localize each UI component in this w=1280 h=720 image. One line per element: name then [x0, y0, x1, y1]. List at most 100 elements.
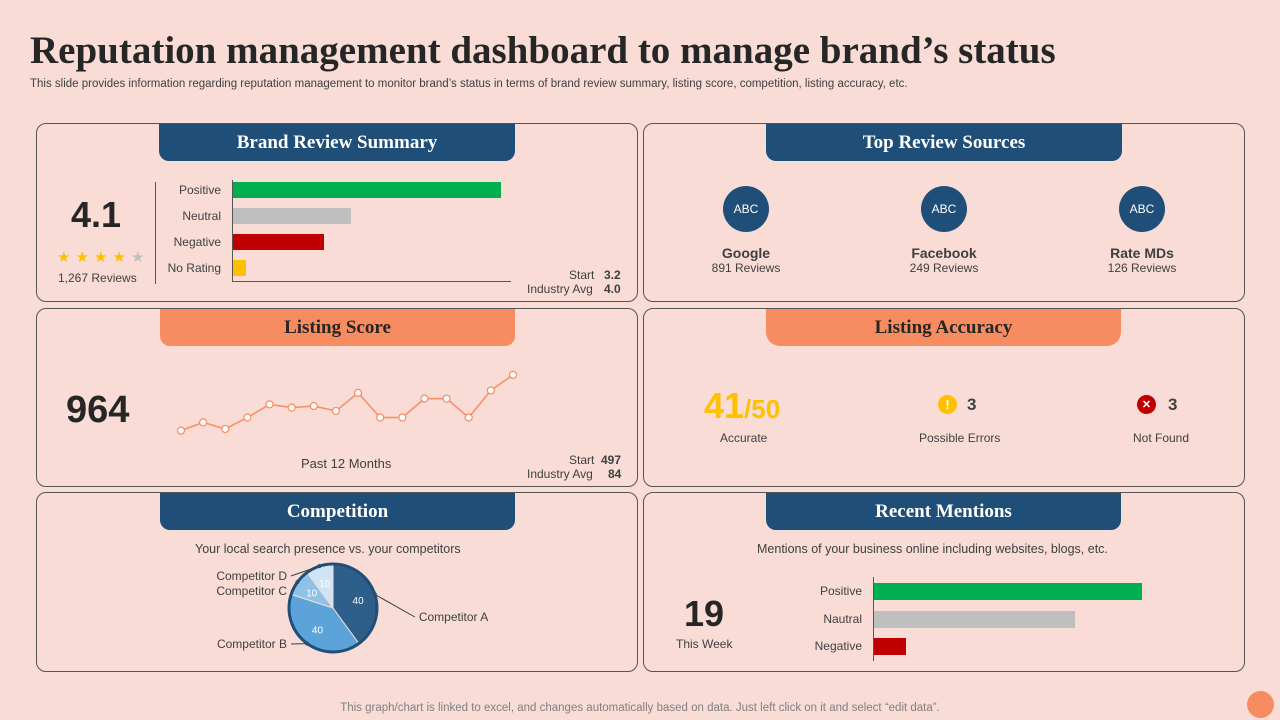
notfound-label: Not Found [1133, 431, 1190, 445]
listing-accuracy-header: Listing Accuracy [766, 309, 1121, 346]
accurate-score: 41/50 [704, 385, 780, 427]
recent-mentions-subtitle: Mentions of your business online includi… [757, 542, 1108, 556]
listing-score-start-value: 497 [601, 453, 622, 467]
listing-score-period: Past 12 Months [301, 456, 392, 471]
score-point [176, 426, 186, 435]
bar-label: Negative [173, 235, 221, 249]
bar-label: Positive [819, 584, 862, 598]
mentions-count: 19 [684, 593, 725, 634]
score-point [265, 400, 274, 409]
pie-leader-dot [295, 580, 300, 585]
google-name: Google [721, 245, 771, 261]
competition-header: Competition [160, 493, 515, 530]
brand-review-header: Brand Review Summary [159, 124, 515, 161]
facebook-logo: ABC [921, 186, 967, 232]
star-icon: ★ [75, 249, 89, 266]
listing-score-industry-label: Industry Avg [527, 467, 593, 481]
competition-subtitle: Your local search presence vs. your comp… [195, 542, 461, 556]
facebook-reviews: 249 Reviews [909, 261, 979, 275]
score-point [376, 413, 385, 422]
brand-review-industry-value: 4.0 [604, 282, 621, 296]
google-logo: ABC [723, 186, 769, 232]
listing-score-start-label: Start [569, 453, 595, 467]
accurate-label: Accurate [720, 431, 768, 445]
score-point [353, 388, 363, 397]
brand-review-industry-label: Industry Avg [527, 282, 593, 296]
mentions-count-label: This Week [676, 637, 733, 651]
pie-leader-dot [372, 592, 377, 597]
star-icon: ★ [57, 249, 71, 266]
recent-mentions-header: Recent Mentions [766, 493, 1121, 530]
bar-label: Negative [814, 639, 862, 653]
facebook-name: Facebook [911, 245, 977, 261]
pie-value-label: 10 [306, 588, 318, 599]
notfound-value: 3 [1168, 395, 1178, 414]
bar [233, 260, 247, 276]
pie-value-label: 40 [353, 596, 365, 607]
bar [874, 583, 1142, 600]
brand-review-axis-x [233, 281, 511, 282]
listing-score-header: Listing Score [160, 309, 515, 346]
page-title: Reputation management dashboard to manag… [30, 29, 1056, 72]
listing-score-panel: Listing Score 964 Past 12 Months Start 4… [36, 308, 638, 487]
brand-review-start-label: Start [569, 268, 595, 282]
mentions-axis-y [873, 577, 874, 661]
bar [233, 208, 351, 224]
bar-label: Positive [178, 183, 221, 197]
errors-value: 3 [967, 395, 977, 414]
score-point [221, 424, 230, 434]
score-series-line [180, 374, 514, 432]
pie-category-label: Competitor A [419, 610, 488, 624]
star-icon: ★ [131, 249, 145, 266]
pie-value-label: 10 [319, 579, 331, 590]
top-sources-panel: Top Review Sources ABC Google 891 Review… [643, 123, 1245, 302]
score-point [243, 413, 252, 422]
pie-leader-dot [317, 564, 322, 569]
pie-leader-line [290, 565, 320, 577]
pie-leader-dot [305, 641, 310, 646]
score-point [309, 401, 318, 411]
ratemds-name: Rate MDs [1110, 245, 1174, 261]
brand-review-axis-y [155, 182, 156, 284]
brand-review-count: 1,267 Reviews [58, 271, 137, 285]
recent-mentions-panel: Recent Mentions Mentions of your busines… [643, 492, 1245, 672]
score-point [442, 394, 451, 403]
competition-panel: Competition Your local search presence v… [36, 492, 638, 672]
brand-review-panel: Brand Review Summary 4.1 ★ ★ ★ ★ ★ 1,267 Rev… [36, 123, 638, 302]
bar-label: Neutral [182, 209, 221, 223]
bar-label: No Rating [167, 261, 221, 275]
pie-category-label: Competitor D [216, 569, 287, 583]
pie-ring [287, 562, 379, 654]
accurate-total: /50 [744, 394, 781, 424]
star-icon: ★ [94, 249, 108, 266]
pie-value-label: 40 [312, 625, 324, 636]
score-point [464, 413, 473, 422]
score-point [398, 413, 407, 422]
accurate-value: 41 [704, 385, 745, 426]
bar [233, 234, 325, 250]
listing-score-line-chart [176, 370, 518, 435]
error-x-icon: ✕ [1137, 395, 1156, 414]
bar [874, 610, 1075, 628]
ratemds-logo: ABC [1119, 186, 1165, 232]
brand-review-axis-inner [232, 180, 233, 282]
pie-category-label: Competitor C [216, 584, 287, 598]
star-icon: ★ [112, 249, 126, 266]
top-sources-header: Top Review Sources [766, 124, 1122, 161]
listing-score-industry-value: 84 [608, 467, 622, 481]
footer-note: This graph/chart is linked to excel, and… [340, 702, 940, 714]
score-point [420, 394, 429, 403]
score-point [508, 370, 518, 379]
brand-review-start-value: 3.2 [604, 268, 621, 282]
decorative-dot [1247, 691, 1274, 718]
listing-accuracy-panel: Listing Accuracy 41/50 Accurate ! 3 Poss… [643, 308, 1245, 487]
ratemds-reviews: 126 Reviews [1107, 261, 1177, 275]
score-point [287, 403, 296, 412]
score-point [331, 406, 341, 416]
pie-category-label: Competitor B [217, 637, 287, 651]
brand-review-score: 4.1 [71, 194, 122, 235]
listing-score-value: 964 [66, 389, 130, 431]
pie-leader-line [374, 593, 416, 618]
warning-icon: ! [938, 395, 957, 414]
